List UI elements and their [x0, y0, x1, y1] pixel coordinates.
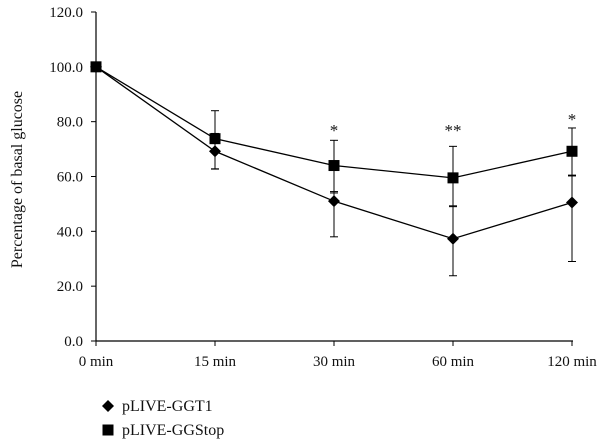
series-plive-ggstop [90, 61, 578, 208]
diamond-marker [566, 196, 578, 209]
axes: 0.0 20.0 40.0 60.0 80.0 100.0 120.0 0 min 15 min… [9, 5, 597, 370]
y-tick-label: 60.0 [57, 170, 83, 186]
square-marker [102, 424, 114, 436]
y-tick-label: 20.0 [57, 279, 83, 295]
legend-label: pLIVE-GGT1 [122, 398, 213, 415]
legend-item: pLIVE-GGStop [102, 422, 224, 439]
legend: pLIVE-GGT1 pLIVE-GGStop [102, 398, 224, 439]
annotations: * *** [330, 110, 577, 140]
x-tick-label: 60 min [432, 354, 475, 370]
square-marker [90, 61, 102, 73]
y-axis-title: Percentage of basal glucose [9, 91, 26, 268]
y-tick-label: 40.0 [57, 224, 83, 240]
diamond-marker [102, 400, 114, 412]
x-tick-label: 15 min [194, 354, 237, 370]
diamond-marker [328, 195, 340, 208]
y-tick-label: 120.0 [49, 5, 83, 21]
square-marker [566, 145, 578, 157]
square-marker [209, 133, 221, 145]
diamond-marker [447, 232, 459, 245]
y-tick-label: 0.0 [64, 334, 83, 350]
significance-marker: ** [445, 121, 462, 140]
y-tick-label: 100.0 [49, 60, 83, 76]
y-tick-label: 80.0 [57, 115, 83, 131]
legend-label: pLIVE-GGStop [122, 422, 224, 439]
significance-marker: * [568, 110, 577, 129]
x-tick-label: 120 min [547, 354, 597, 370]
series-plive-ggt1 [90, 60, 578, 277]
series-layer [90, 60, 578, 277]
x-tick-label: 0 min [79, 354, 114, 370]
legend-item: pLIVE-GGT1 [102, 398, 213, 415]
square-marker [447, 172, 459, 184]
significance-marker: * [330, 121, 339, 140]
square-marker [328, 160, 340, 172]
x-tick-label: 30 min [313, 354, 356, 370]
